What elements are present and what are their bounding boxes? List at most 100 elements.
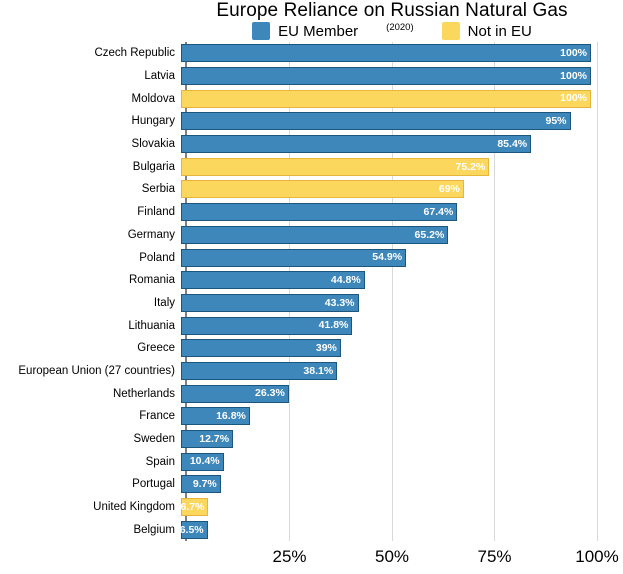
value-label: 100% [560, 92, 587, 105]
bar-row: Netherlands 26.3% [0, 382, 623, 405]
bar-track: 26.3% [181, 384, 591, 403]
bar-track: 9.7% [181, 475, 591, 494]
legend-label-not-in-eu: Not in EU [467, 22, 532, 40]
bar: 100% [181, 89, 591, 108]
bar-track: 65.2% [181, 225, 591, 244]
bar-track: 54.9% [181, 248, 591, 267]
bar: 6.5% [179, 520, 208, 539]
bar-row: European Union (27 countries) 38.1% [0, 360, 623, 383]
bar: 41.8% [181, 316, 353, 335]
value-label: 9.7% [192, 478, 217, 491]
bar-row: Italy 43.3% [0, 292, 623, 315]
value-label: 95% [545, 115, 567, 128]
value-label: 26.3% [255, 387, 285, 400]
value-label: 43.3% [324, 296, 355, 309]
category-label: Netherlands [112, 387, 175, 400]
bar: 10.4% [181, 452, 224, 471]
bar-row: Moldova 100% [0, 87, 623, 110]
category-label: Hungary [131, 115, 175, 128]
legend-item-eu-member: EU Member [252, 22, 358, 40]
bar: 44.8% [181, 271, 365, 290]
bar-row: Sweden 12.7% [0, 428, 623, 451]
value-label: 67.4% [423, 205, 454, 218]
category-label: Portugal [132, 478, 175, 491]
bar: 85.4% [181, 135, 532, 154]
bar-row: Latvia 100% [0, 65, 623, 88]
gridline [289, 42, 290, 541]
bar-track: 41.8% [181, 316, 591, 335]
bar-row: Romania 44.8% [0, 269, 623, 292]
bar-track: 38.1% [181, 361, 591, 380]
bar-row: Lithuania 41.8% [0, 314, 623, 337]
rows: Czech Republic 100% Latvia 100% Moldova 100% H… [0, 42, 623, 541]
bar-row: Czech Republic 100% [0, 42, 623, 65]
bar: 26.3% [181, 384, 289, 403]
category-label: Romania [128, 274, 175, 287]
x-tick-label: 75% [477, 547, 512, 566]
category-label: Finland [137, 206, 175, 219]
value-label: 100% [560, 47, 587, 60]
bar-track: 16.8% [181, 407, 591, 426]
bar-track: 10.4% [181, 452, 591, 471]
bar: 100% [181, 44, 591, 63]
bar-track: 44.8% [181, 271, 591, 290]
value-label: 10.4% [189, 455, 220, 468]
value-label: 39% [315, 342, 337, 355]
bar-row: Greece 39% [0, 337, 623, 360]
bar-row: Bulgaria 75.2% [0, 155, 623, 178]
gridline [596, 42, 598, 541]
bar: 54.9% [181, 248, 407, 267]
bar-row: Finland 67.4% [0, 201, 623, 224]
year-note: (2020) [386, 21, 414, 33]
x-tick-label: 100% [575, 547, 619, 566]
bar: 100% [181, 67, 591, 86]
bar: 9.7% [181, 475, 221, 494]
category-label: Sweden [133, 433, 175, 446]
category-label: Lithuania [128, 319, 175, 332]
bar: 39% [181, 339, 341, 358]
value-label: 69% [438, 183, 460, 196]
bar-row: Portugal 9.7% [0, 473, 623, 496]
bar-row: Belgium 6.5% [0, 518, 623, 541]
category-label: Bulgaria [132, 160, 175, 173]
category-label: Poland [139, 251, 175, 264]
bar-track: 100% [181, 67, 591, 86]
bar-row: France 16.8% [0, 405, 623, 428]
bar-track: 95% [181, 112, 591, 131]
bar-track: 85.4% [181, 135, 591, 154]
bar-row: Germany 65.2% [0, 224, 623, 247]
bar: 16.8% [181, 407, 250, 426]
category-label: Germany [127, 228, 175, 241]
x-tick-label: 25% [272, 547, 307, 566]
category-label: Spain [145, 455, 175, 468]
bar: 75.2% [181, 157, 490, 176]
gridline [494, 42, 495, 541]
value-label: 6.7% [180, 500, 205, 513]
category-label: Latvia [144, 70, 175, 83]
bar-track: 67.4% [181, 203, 591, 222]
bar: 95% [181, 112, 571, 131]
value-label: 54.9% [372, 251, 403, 264]
bar-track: 12.7% [181, 430, 591, 449]
value-label: 6.5% [179, 523, 204, 536]
gridline [391, 42, 393, 541]
bar: 6.7% [180, 498, 209, 517]
bar: 43.3% [181, 293, 359, 312]
bar-row: United Kingdom 6.7% [0, 496, 623, 519]
value-label: 38.1% [303, 364, 334, 377]
x-axis: 25% 50% 75% 100% [187, 547, 618, 571]
bar: 38.1% [181, 361, 338, 380]
value-label: 100% [560, 69, 587, 82]
value-label: 85.4% [497, 137, 528, 150]
bar: 12.7% [181, 430, 234, 449]
category-label: United Kingdom [93, 501, 175, 514]
legend: EU Member (2020) Not in EU [187, 21, 597, 41]
value-label: 44.8% [330, 273, 361, 286]
chart-title: Europe Reliance on Russian Natural Gas [216, 0, 568, 21]
bar-track: 43.3% [181, 293, 591, 312]
bar-row: Hungary 95% [0, 110, 623, 133]
bar-row: Poland 54.9% [0, 246, 623, 269]
category-label: Belgium [133, 523, 175, 536]
bar-track: 75.2% [181, 157, 591, 176]
